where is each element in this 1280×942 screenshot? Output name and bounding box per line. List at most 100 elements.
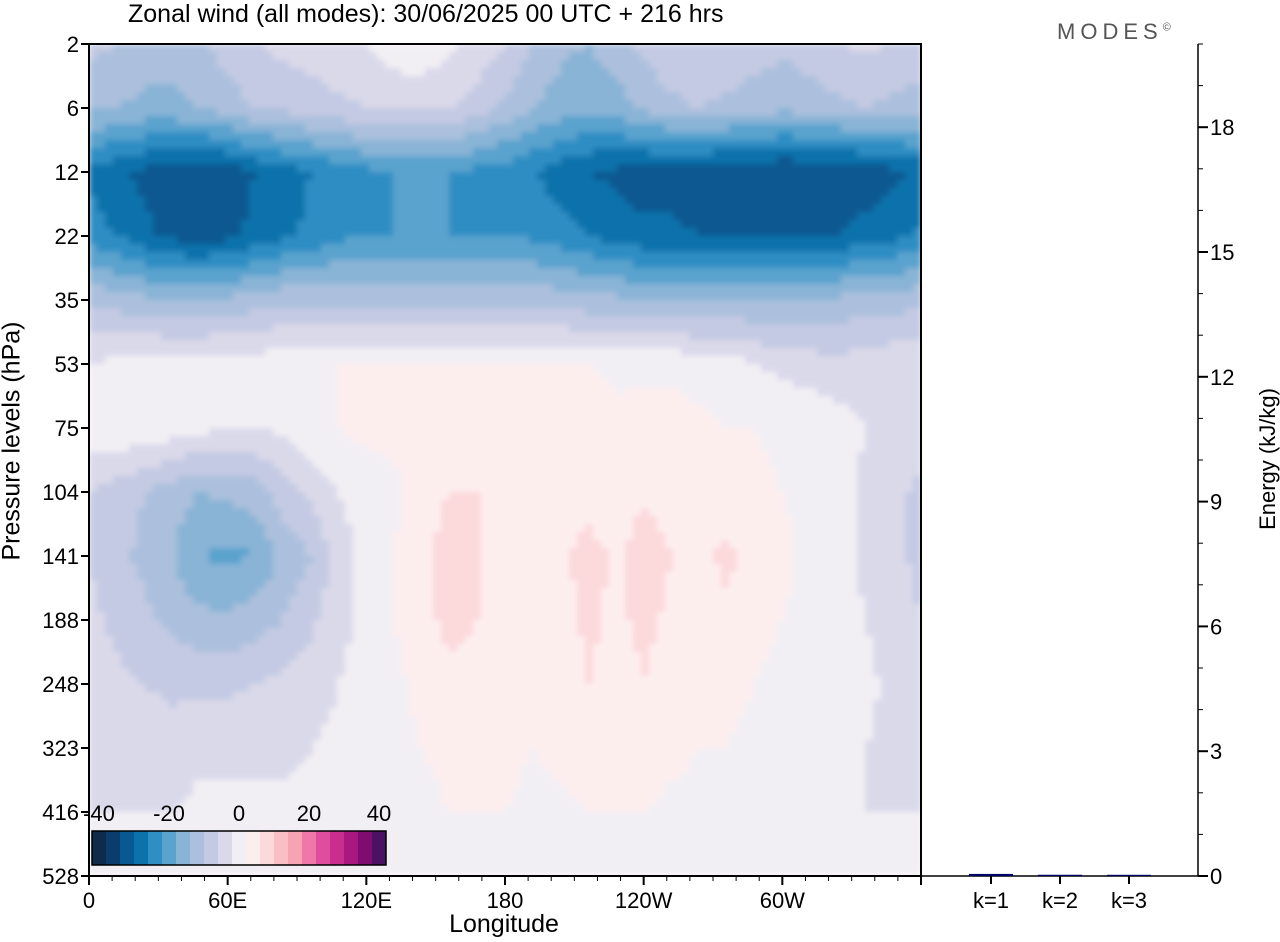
field-cell: [713, 148, 722, 157]
field-cell: [553, 252, 562, 261]
field-cell: [809, 164, 818, 173]
field-cell: [569, 412, 578, 421]
field-cell: [417, 372, 426, 381]
field-cell: [265, 380, 274, 389]
field-cell: [545, 356, 554, 365]
field-cell: [761, 348, 770, 357]
field-cell: [857, 196, 866, 205]
field-cell: [601, 236, 610, 245]
field-cell: [169, 236, 178, 245]
field-cell: [225, 132, 234, 141]
field-cell: [257, 44, 266, 53]
field-cell: [113, 356, 122, 365]
field-cell: [265, 244, 274, 253]
field-cell: [849, 300, 858, 309]
field-cell: [689, 364, 698, 373]
field-cell: [513, 356, 522, 365]
field-cell: [793, 372, 802, 381]
field-cell: [289, 220, 298, 229]
field-cell: [577, 100, 586, 109]
field-cell: [529, 84, 538, 93]
field-cell: [137, 292, 146, 301]
field-cell: [393, 44, 402, 53]
field-cell: [177, 108, 186, 117]
field-cell: [569, 380, 578, 389]
field-cell: [521, 68, 530, 77]
field-cell: [281, 76, 290, 85]
field-cell: [225, 244, 234, 253]
field-cell: [377, 204, 386, 213]
field-cell: [385, 60, 394, 69]
field-cell: [137, 172, 146, 181]
field-cell: [905, 140, 914, 149]
field-cell: [585, 348, 594, 357]
field-cell: [225, 268, 234, 277]
field-cell: [713, 108, 722, 117]
field-cell: [705, 260, 714, 269]
field-cell: [801, 292, 810, 301]
field-cell: [329, 324, 338, 333]
field-cell: [753, 300, 762, 309]
field-cell: [113, 220, 122, 229]
field-cell: [345, 364, 354, 373]
field-cell: [745, 420, 754, 429]
field-cell: [609, 92, 618, 101]
field-cell: [593, 204, 602, 213]
field-cell: [409, 412, 418, 421]
field-cell: [217, 196, 226, 205]
field-cell: [121, 428, 130, 437]
field-cell: [529, 44, 538, 53]
field-cell: [297, 228, 306, 237]
field-cell: [601, 148, 610, 157]
field-cell: [465, 76, 474, 85]
field-cell: [561, 396, 570, 405]
field-cell: [729, 284, 738, 293]
field-cell: [305, 276, 314, 285]
field-cell: [329, 348, 338, 357]
field-cell: [721, 308, 730, 317]
field-cell: [433, 340, 442, 349]
field-cell: [609, 132, 618, 141]
field-cell: [97, 316, 106, 325]
field-cell: [353, 220, 362, 229]
field-cell: [617, 396, 626, 405]
field-cell: [681, 380, 690, 389]
field-cell: [129, 324, 138, 333]
field-cell: [289, 60, 298, 69]
field-cell: [249, 84, 258, 93]
field-cell: [849, 52, 858, 61]
field-cell: [585, 156, 594, 165]
field-cell: [521, 396, 530, 405]
field-cell: [369, 92, 378, 101]
field-cell: [657, 196, 666, 205]
field-cell: [209, 164, 218, 173]
field-cell: [673, 68, 682, 77]
field-cell: [873, 340, 882, 349]
field-cell: [601, 228, 610, 237]
field-cell: [105, 188, 114, 197]
field-cell: [369, 124, 378, 133]
field-cell: [313, 100, 322, 109]
field-cell: [681, 396, 690, 405]
field-cell: [617, 188, 626, 197]
field-cell: [753, 84, 762, 93]
field-cell: [417, 204, 426, 213]
field-cell: [201, 44, 210, 53]
field-cell: [577, 348, 586, 357]
field-cell: [553, 300, 562, 309]
field-cell: [897, 52, 906, 61]
field-cell: [721, 116, 730, 125]
field-cell: [785, 188, 794, 197]
field-cell: [377, 108, 386, 117]
field-cell: [657, 420, 666, 429]
field-cell: [201, 132, 210, 141]
field-cell: [329, 84, 338, 93]
field-cell: [457, 92, 466, 101]
field-cell: [801, 332, 810, 341]
field-cell: [633, 380, 642, 389]
field-cell: [161, 252, 170, 261]
field-cell: [241, 412, 250, 421]
field-cell: [825, 316, 834, 325]
field-cell: [273, 300, 282, 309]
field-cell: [905, 92, 914, 101]
